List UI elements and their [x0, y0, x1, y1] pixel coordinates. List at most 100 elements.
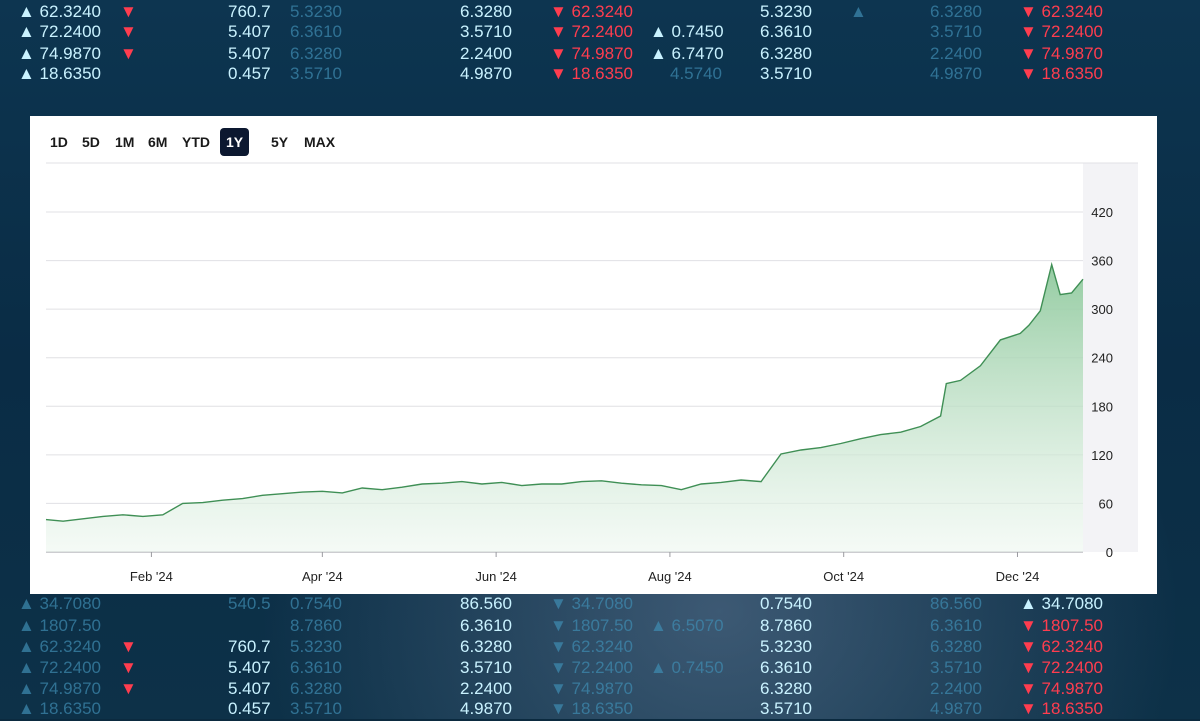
price-line	[45, 261, 1084, 522]
ticker-cell: ▲ 72.2400	[18, 22, 101, 41]
y-tick-label: 180	[1091, 399, 1113, 414]
ticker-row: ▲ 72.2400 ▼ 5.407 6.3610 3.5710 ▼ 72.2400 ▲ 0.…	[0, 658, 1200, 680]
ticker-cell: ▲ 34.7080	[1020, 594, 1103, 613]
range-1d-button[interactable]: 1D	[44, 128, 74, 156]
ticker-cell: 3.5710	[460, 22, 512, 41]
range-5y-button[interactable]: 5Y	[265, 128, 294, 156]
ticker-cell: 5.407	[228, 679, 271, 698]
x-tick-label: Apr '24	[302, 569, 343, 584]
ticker-cell: ▼ 72.2400	[1020, 22, 1103, 41]
range-5d-button[interactable]: 5D	[76, 128, 106, 156]
ticker-cell: ▼ 18.6350	[1020, 699, 1103, 718]
ticker-cell: ▼ 74.9870	[550, 679, 633, 698]
y-tick-label: 420	[1091, 205, 1113, 220]
chart-panel: 1D 5D 1M 6M YTD 1Y 5Y MAX 0 60 120 180 240 30…	[30, 116, 1157, 594]
ticker-cell: ▼ 18.6350	[1020, 64, 1103, 83]
ticker-cell: ▼ 62.3240	[1020, 637, 1103, 656]
ticker-cell: ▼ 62.3240	[1020, 2, 1103, 21]
ticker-cell: 5.407	[228, 44, 271, 63]
ticker-cell: 3.5710	[760, 64, 812, 83]
x-tick-label: Oct '24	[823, 569, 864, 584]
ticker-cell: 6.3610	[760, 22, 812, 41]
ticker-cell: ▲ 18.6350	[18, 64, 101, 83]
y-tick-label: 0	[1106, 545, 1113, 560]
ticker-cell: 760.7	[228, 637, 271, 656]
ticker-cell: 3.5710	[930, 22, 982, 41]
ticker-cell: ▼ 72.2400	[1020, 658, 1103, 677]
ticker-row: ▲ 74.9870 ▼ 5.407 6.3280 2.2400 ▼ 74.9870 6.32…	[0, 679, 1200, 701]
ticker-cell: ▼ 72.2400	[550, 22, 633, 41]
ticker-cell: 5.407	[228, 22, 271, 41]
y-tick-label: 120	[1091, 448, 1113, 463]
range-1y-button[interactable]: 1Y	[220, 128, 250, 156]
ticker-cell: ▼ 1807.50	[1020, 616, 1103, 635]
ticker-cell: 4.5740	[670, 64, 722, 83]
ticker-cell: 2.2400	[930, 44, 982, 63]
ticker-cell: 6.3280	[930, 2, 982, 21]
ticker-cell: 6.3610	[290, 658, 342, 677]
ticker-row: ▲ 18.6350 0.457 3.5710 4.9870 ▼ 18.6350 3.571…	[0, 699, 1200, 721]
price-area-fill	[46, 264, 1083, 552]
ticker-cell: 0.7540	[290, 594, 342, 613]
ticker-cell: ▲ 34.7080	[18, 594, 101, 613]
ticker-row: ▲ 72.2400 ▼ 5.407 6.3610 3.5710 ▼ 72.2400 ▲ 0.…	[0, 22, 1200, 44]
x-tick-label: Feb '24	[130, 569, 173, 584]
y-tick-label: 60	[1099, 496, 1113, 511]
ticker-cell: 5.407	[228, 658, 271, 677]
ticker-cell: ▲ 1807.50	[18, 616, 101, 635]
ticker-cell: 3.5710	[290, 699, 342, 718]
ticker-cell: ▼	[120, 44, 137, 63]
ticker-cell: 8.7860	[760, 616, 812, 635]
range-max-button[interactable]: MAX	[298, 128, 341, 156]
ticker-cell: 5.3230	[760, 2, 812, 21]
ticker-cell: ▼ 18.6350	[550, 699, 633, 718]
ticker-cell: 6.3280	[460, 2, 512, 21]
ticker-cell: ▼ 18.6350	[550, 64, 633, 83]
ticker-row: ▲ 34.7080 540.5 0.7540 86.560 ▼ 34.7080 0.754…	[0, 594, 1200, 616]
range-6m-button[interactable]: 6M	[142, 128, 173, 156]
ticker-cell: ▼ 72.2400	[550, 658, 633, 677]
ticker-cell: ▼	[120, 2, 137, 21]
ticker-cell: 5.3230	[290, 2, 342, 21]
ticker-cell: ▲ 62.3240	[18, 2, 101, 21]
ticker-cell: 3.5710	[930, 658, 982, 677]
ticker-cell: ▲	[850, 2, 867, 21]
ticker-row: ▲ 1807.50 8.7860 6.3610 ▼ 1807.50 ▲ 6.5070 8.…	[0, 616, 1200, 638]
price-area-chart: 0 60 120 180 240 300 360 420 Feb '24 Apr '24 Jun …	[45, 162, 1138, 584]
ticker-cell: 0.457	[228, 699, 271, 718]
y-axis-band	[1083, 163, 1138, 552]
ticker-cell: 6.3610	[290, 22, 342, 41]
ticker-cell: 6.3280	[460, 637, 512, 656]
ticker-cell: 6.3280	[930, 637, 982, 656]
ticker-cell: ▼	[120, 679, 137, 698]
ticker-cell: ▼	[120, 22, 137, 41]
ticker-cell: 4.9870	[930, 64, 982, 83]
ticker-cell: 4.9870	[930, 699, 982, 718]
ticker-cell: ▼ 74.9870	[1020, 44, 1103, 63]
ticker-cell: 6.3280	[290, 679, 342, 698]
ticker-cell: 3.5710	[290, 64, 342, 83]
range-ytd-button[interactable]: YTD	[176, 128, 216, 156]
ticker-cell: ▲ 18.6350	[18, 699, 101, 718]
ticker-row: ▲ 74.9870 ▼ 5.407 6.3280 2.2400 ▼ 74.9870 ▲ 6.…	[0, 44, 1200, 66]
x-tick-label: Dec '24	[996, 569, 1040, 584]
ticker-cell: 3.5710	[460, 658, 512, 677]
range-1m-button[interactable]: 1M	[109, 128, 140, 156]
ticker-cell: 760.7	[228, 2, 271, 21]
ticker-cell: 5.3230	[290, 637, 342, 656]
ticker-cell: 6.3610	[460, 616, 512, 635]
y-axis-labels: 0 60 120 180 240 300 360 420	[1091, 205, 1113, 560]
ticker-row: ▲ 62.3240 ▼ 760.7 5.3230 6.3280 ▼ 62.3240 5.32…	[0, 2, 1200, 24]
x-tick-label: Jun '24	[475, 569, 517, 584]
x-axis: Feb '24 Apr '24 Jun '24 Aug '24 Oct '24 Dec '…	[130, 552, 1039, 584]
ticker-cell: ▼ 1807.50	[550, 616, 633, 635]
ticker-cell: 86.560	[930, 594, 982, 613]
ticker-cell: 4.9870	[460, 64, 512, 83]
ticker-cell: 8.7860	[290, 616, 342, 635]
ticker-cell: ▲ 6.5070	[650, 616, 724, 635]
ticker-cell: ▲ 0.7450	[650, 22, 724, 41]
ticker-cell: 3.5710	[760, 699, 812, 718]
ticker-cell: ▼ 74.9870	[550, 44, 633, 63]
ticker-row: ▲ 18.6350 0.457 3.5710 4.9870 ▼ 18.6350 4.574…	[0, 64, 1200, 86]
ticker-cell: ▼	[120, 658, 137, 677]
